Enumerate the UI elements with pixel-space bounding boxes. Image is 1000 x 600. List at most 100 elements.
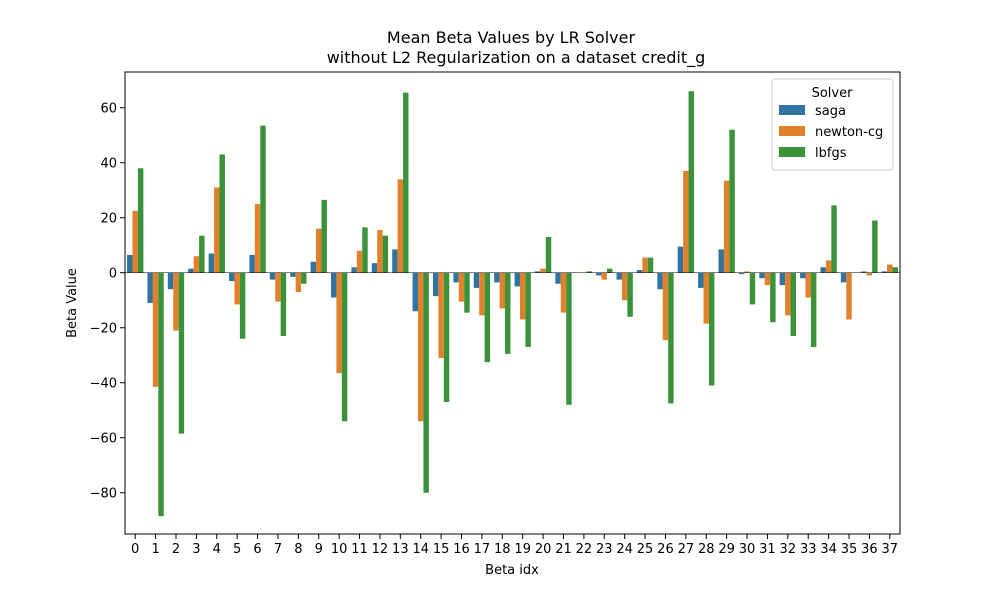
- bar-saga-21: [555, 272, 561, 284]
- bar-lbfgs-23: [607, 268, 613, 273]
- bar-lbfgs-19: [525, 272, 531, 347]
- x-tick-label: 32: [780, 542, 797, 557]
- bar-newton-cg-16: [458, 272, 465, 302]
- bar-saga-32: [779, 272, 786, 286]
- bar-newton-cg-14: [418, 272, 424, 422]
- x-tick-label: 33: [800, 542, 817, 557]
- bar-saga-10: [330, 272, 337, 298]
- bar-saga-25: [636, 270, 643, 273]
- legend-title: Solver: [812, 86, 854, 101]
- bar-newton-cg-13: [397, 179, 404, 273]
- legend-label-newton-cg: newton-cg: [815, 125, 883, 140]
- bar-saga-20: [534, 271, 541, 273]
- chart-title: Mean Beta Values by LR Solver: [387, 28, 636, 47]
- bar-newton-cg-15: [438, 272, 444, 358]
- x-tick-label: 3: [192, 542, 200, 557]
- y-tick-label: −20: [90, 321, 117, 336]
- bar-saga-37: [881, 271, 888, 273]
- bar-lbfgs-28: [708, 272, 715, 386]
- bar-newton-cg-7: [275, 272, 281, 302]
- x-tick-label: 0: [131, 542, 139, 557]
- bar-lbfgs-1: [158, 272, 164, 517]
- x-tick-label: 30: [739, 542, 756, 557]
- bar-saga-2: [167, 272, 174, 290]
- bar-saga-15: [432, 272, 439, 297]
- bar-lbfgs-27: [688, 91, 695, 273]
- bar-lbfgs-6: [260, 125, 266, 273]
- bar-lbfgs-12: [382, 235, 389, 273]
- bar-newton-cg-27: [683, 171, 689, 273]
- x-tick-label: 34: [820, 542, 837, 557]
- bar-saga-34: [820, 267, 826, 273]
- bar-lbfgs-4: [219, 154, 225, 273]
- x-tick-label: 17: [474, 542, 491, 557]
- bar-saga-12: [371, 263, 378, 273]
- bar-saga-35: [840, 272, 847, 283]
- bar-saga-11: [351, 267, 357, 273]
- legend-swatch-lbfgs: [779, 147, 805, 157]
- y-tick-label: −40: [90, 376, 117, 391]
- x-tick-label: 26: [657, 542, 674, 557]
- bar-lbfgs-33: [810, 272, 817, 347]
- legend: Solver saga newton-cg lbfgs: [771, 78, 894, 171]
- x-tick-label: 18: [494, 542, 511, 557]
- x-axis: 0 1 2 3 4 5 6 7 8 9 10 11 12 13 14 15 16 17 18 19 20 21 22 23 24…: [131, 534, 898, 557]
- bar-saga-8: [290, 272, 296, 277]
- y-tick-label: −80: [90, 486, 117, 501]
- bar-lbfgs-17: [484, 272, 491, 363]
- legend-swatch-saga: [779, 105, 805, 115]
- legend-label-saga: saga: [815, 104, 846, 119]
- bar-newton-cg-3: [193, 256, 200, 273]
- bar-lbfgs-32: [790, 272, 796, 336]
- bar-saga-27: [677, 246, 684, 273]
- x-tick-label: 28: [698, 542, 715, 557]
- legend-label-lbfgs: lbfgs: [815, 146, 847, 161]
- bar-newton-cg-9: [316, 228, 322, 273]
- x-tick-label: 29: [718, 542, 735, 557]
- bar-newton-cg-1: [152, 272, 159, 387]
- x-tick-label: 15: [433, 542, 450, 557]
- bar-lbfgs-10: [341, 272, 348, 422]
- bar-newton-cg-34: [825, 260, 832, 273]
- plot-frame: [124, 71, 901, 535]
- bar-newton-cg-18: [499, 272, 506, 309]
- x-tick-label: 31: [759, 542, 776, 557]
- bar-saga-4: [208, 253, 215, 273]
- bar-lbfgs-0: [137, 168, 144, 273]
- bar-saga-19: [514, 272, 520, 287]
- bar-lbfgs-26: [668, 272, 674, 404]
- bar-newton-cg-26: [662, 272, 669, 341]
- bar-saga-36: [861, 271, 867, 273]
- bar-newton-cg-20: [540, 268, 546, 273]
- bar-lbfgs-29: [729, 129, 735, 273]
- x-tick-label: 23: [596, 542, 613, 557]
- bar-saga-14: [412, 272, 419, 312]
- bar-lbfgs-16: [464, 272, 470, 313]
- bar-newton-cg-12: [377, 230, 383, 273]
- bar-newton-cg-31: [764, 272, 771, 286]
- bar-lbfgs-3: [199, 235, 205, 273]
- bar-saga-23: [596, 272, 602, 276]
- bar-lbfgs-18: [505, 272, 511, 354]
- bar-newton-cg-36: [866, 272, 873, 276]
- x-tick-label: 22: [576, 542, 593, 557]
- bar-saga-18: [494, 272, 500, 283]
- x-tick-label: 37: [882, 542, 899, 557]
- legend-swatch-newton-cg: [779, 126, 805, 136]
- x-tick-label: 20: [535, 542, 552, 557]
- y-axis: −80 −60 −40 −20 0 20 40 60: [90, 101, 125, 501]
- x-tick-label: 2: [172, 542, 180, 557]
- bar-newton-cg-30: [744, 271, 750, 273]
- x-tick-label: 24: [616, 542, 633, 557]
- bar-saga-33: [800, 272, 806, 279]
- x-tick-label: 10: [331, 542, 348, 557]
- bar-saga-29: [718, 249, 724, 273]
- y-tick-label: 40: [100, 156, 117, 171]
- bar-saga-24: [616, 272, 622, 280]
- x-tick-label: 11: [351, 542, 368, 557]
- x-tick-label: 27: [678, 542, 695, 557]
- bar-lbfgs-9: [321, 199, 327, 273]
- x-tick-label: 1: [151, 542, 159, 557]
- bar-lbfgs-25: [647, 257, 654, 273]
- bar-saga-5: [229, 272, 235, 281]
